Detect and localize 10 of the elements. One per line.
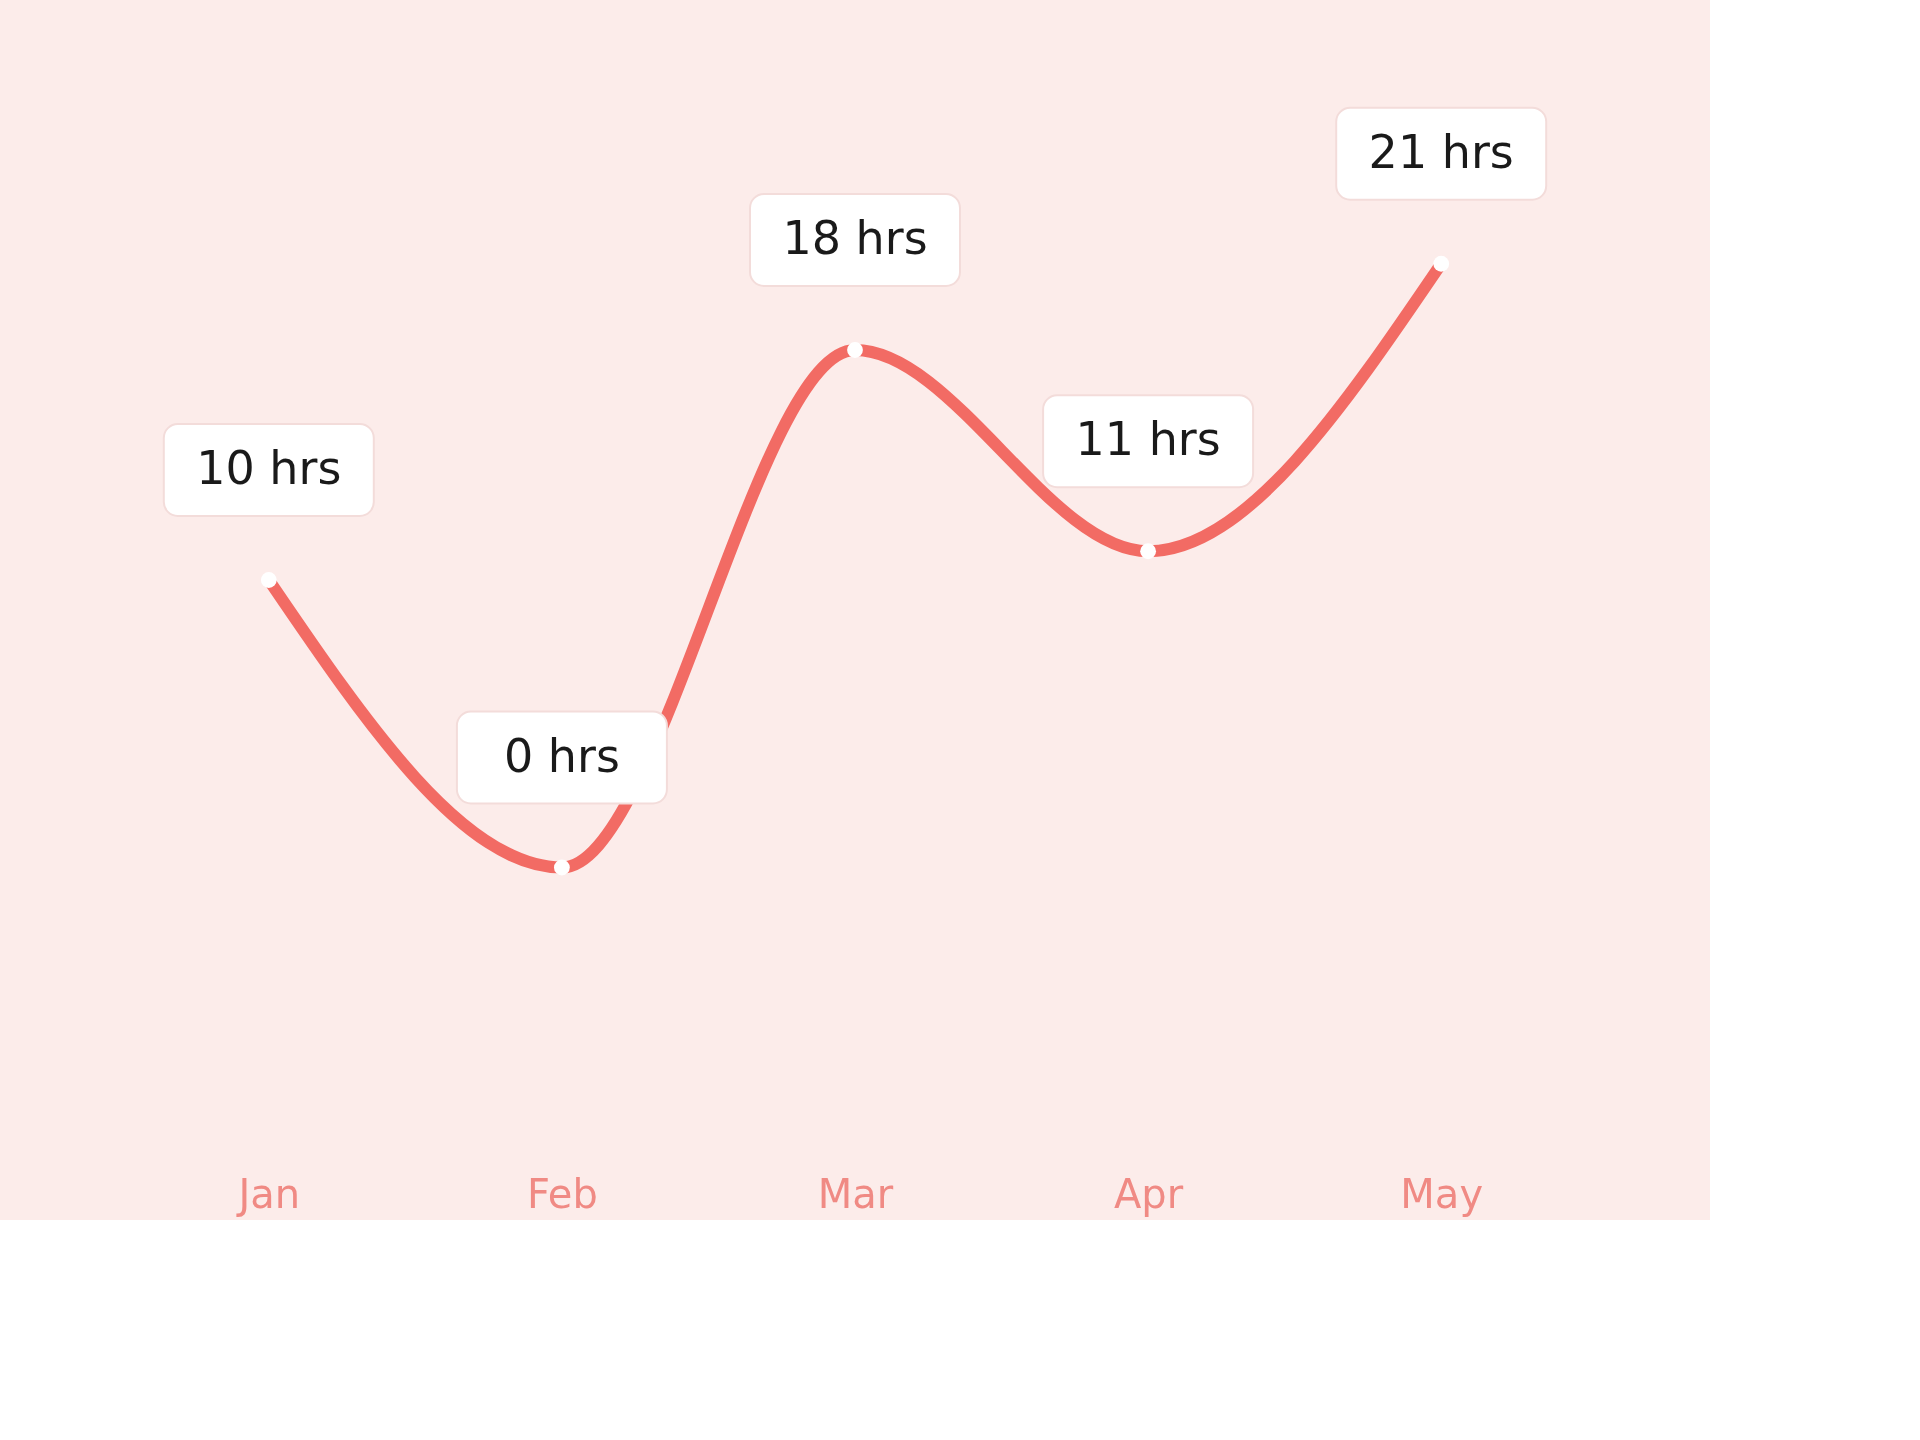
data-label: 11 hrs [1075, 412, 1221, 467]
data-label: 0 hrs [503, 728, 620, 783]
x-tick-label: Jan [235, 1170, 301, 1217]
x-tick-label: Feb [526, 1170, 598, 1217]
data-label: 10 hrs [196, 441, 342, 495]
x-tick-label: Mar [817, 1170, 894, 1217]
x-tick-label: May [1400, 1170, 1484, 1217]
data-label: 21 hrs [1368, 124, 1514, 179]
x-tick-label: Apr [1114, 1170, 1184, 1217]
data-label: 18 hrs [782, 211, 928, 265]
